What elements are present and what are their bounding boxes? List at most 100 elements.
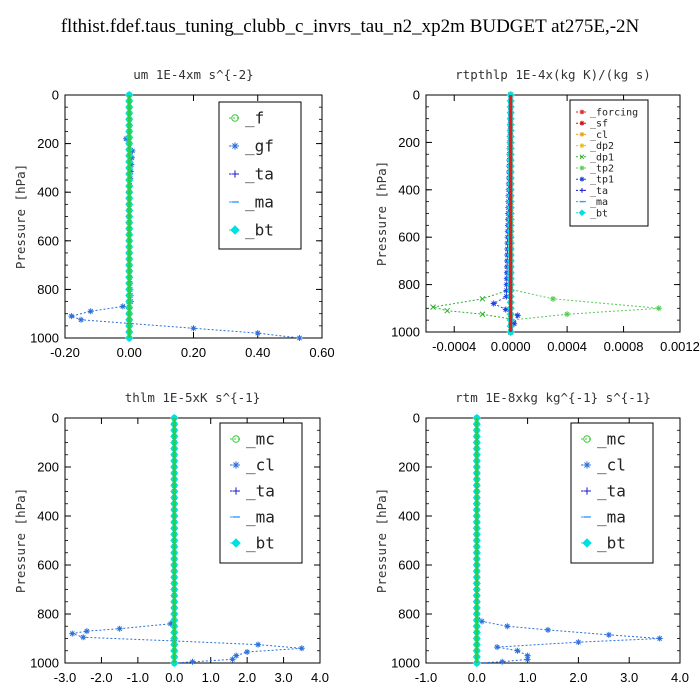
data-point [494,644,501,651]
data-point [78,316,85,323]
legend-label: _ma [597,508,626,527]
data-point [129,147,136,154]
series-dp1 [430,92,514,335]
legend-marker [232,461,240,469]
data-point [296,335,303,341]
y-tick-label: 600 [37,233,59,248]
y-tick-label: 1000 [391,656,420,671]
data-point [524,652,531,659]
legend-label: _bt [246,534,275,553]
x-tick-label: 3.0 [275,670,293,685]
y-axis-label: Pressure [hPa] [13,488,28,593]
data-point [478,618,485,625]
y-tick-label: 0 [413,411,420,426]
legend: _f _gf _ta _ma _bt [218,101,302,250]
y-tick-label: 1000 [30,656,59,671]
y-tick-label: 600 [398,558,420,573]
data-point [229,656,236,663]
chart-panel-1: um 1E-4xm s^{-2} Pressure [hPa] 0 200 400 600… [13,67,335,360]
x-tick-label: -1.0 [415,670,437,685]
legend-box [569,99,649,227]
legend-marker [231,142,239,150]
data-point [511,320,518,327]
legend-label: _dp1 [590,152,614,163]
x-tick-label: 3.0 [620,670,638,685]
legend-marker [231,114,239,122]
data-point [499,658,506,665]
data-point [68,313,75,320]
legend-label: _ta [590,186,608,197]
legend-label: _cl [246,456,275,475]
legend-label: _ta [597,482,626,501]
y-tick-label: 0 [52,88,59,103]
data-point [167,620,174,627]
panel-title: um 1E-4xm s^{-2} [133,67,253,82]
legend-marker [231,538,241,548]
x-tick-label: 2.0 [569,670,587,685]
legend-label: _ma [590,197,608,208]
y-tick-label: 200 [37,460,59,475]
data-point [128,161,135,168]
data-point [564,311,571,318]
legend-label: _mc [246,430,275,449]
y-tick-label: 400 [37,509,59,524]
legend-marker [579,165,585,171]
chart-panel-2: rtpthlp 1E-4x(kg K)/(kg s) Pressure [hPa]… [374,67,700,354]
data-point [233,652,240,659]
legend-label: _cl [597,456,626,475]
legend-marker [583,487,591,495]
y-tick-label: 200 [37,136,59,151]
legend-label: _bt [245,221,274,240]
legend-label: _f [245,109,264,128]
data-point [119,303,126,310]
legend-marker [232,487,240,495]
data-point [69,630,76,637]
legend: _mc _cl _ta _ma _bt [570,422,654,564]
x-tick-label: 0.0012 [660,339,700,354]
chart-panel-3: thlm 1E-5xK s^{-1} Pressure [hPa] 0 200 400 6… [13,390,329,685]
legend-label: _ma [245,193,274,212]
panel-title: thlm 1E-5xK s^{-1} [125,390,260,405]
x-tick-label: 1.0 [202,670,220,685]
data-point [504,623,511,630]
y-tick-label: 800 [37,282,59,297]
data-point [80,634,87,641]
y-tick-label: 400 [398,182,420,197]
legend-label: _ma [246,508,275,527]
data-point [83,628,90,635]
y-axis-label: Pressure [hPa] [13,164,28,269]
data-point [255,641,262,648]
legend-label: _bt [590,208,608,219]
series-line [432,95,512,332]
data-point [479,295,486,302]
y-tick-label: 400 [37,185,59,200]
data-point [479,311,486,318]
data-point [189,658,196,665]
y-tick-label: 1000 [30,331,59,346]
legend-marker [583,461,591,469]
legend-marker [582,538,592,548]
series-tp1 [490,92,521,335]
x-tick-label: -1.0 [127,670,149,685]
data-point [605,631,612,638]
data-point [116,625,123,632]
legend-marker [232,435,240,443]
x-tick-label: 4.0 [311,670,329,685]
legend-marker [231,170,239,178]
legend-label: _ta [246,482,275,501]
legend-marker [579,176,585,182]
data-point [575,639,582,646]
x-tick-label: 0.40 [245,345,270,360]
legend-label: _gf [245,137,274,156]
x-tick-label: -0.0004 [432,339,476,354]
data-point [524,656,531,663]
legend-box [219,422,303,564]
x-tick-label: -2.0 [90,670,112,685]
data-point [444,307,451,314]
x-tick-label: 0.60 [309,345,334,360]
chart-panel-4: rtm 1E-8xkg kg^{-1} s^{-1} Pressure [hPa]… [374,390,689,685]
legend-marker [230,225,240,235]
x-tick-label: -3.0 [54,670,76,685]
data-point [244,648,251,655]
